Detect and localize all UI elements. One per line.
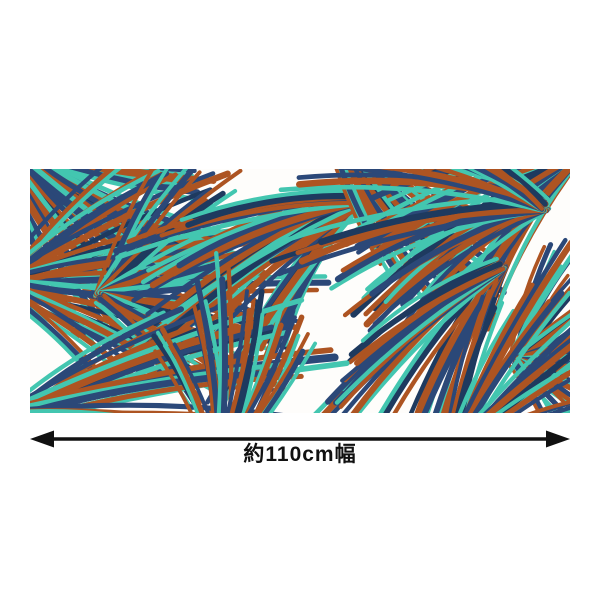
arrowhead-right-icon bbox=[546, 430, 570, 448]
width-measurement-label: 約110cm幅 bbox=[243, 443, 357, 466]
fabric-swatch-image[interactable] bbox=[30, 169, 570, 413]
arrowhead-left-icon bbox=[30, 430, 54, 448]
palm-leaf-pattern bbox=[30, 169, 570, 413]
width-arrow-icon bbox=[30, 430, 570, 448]
